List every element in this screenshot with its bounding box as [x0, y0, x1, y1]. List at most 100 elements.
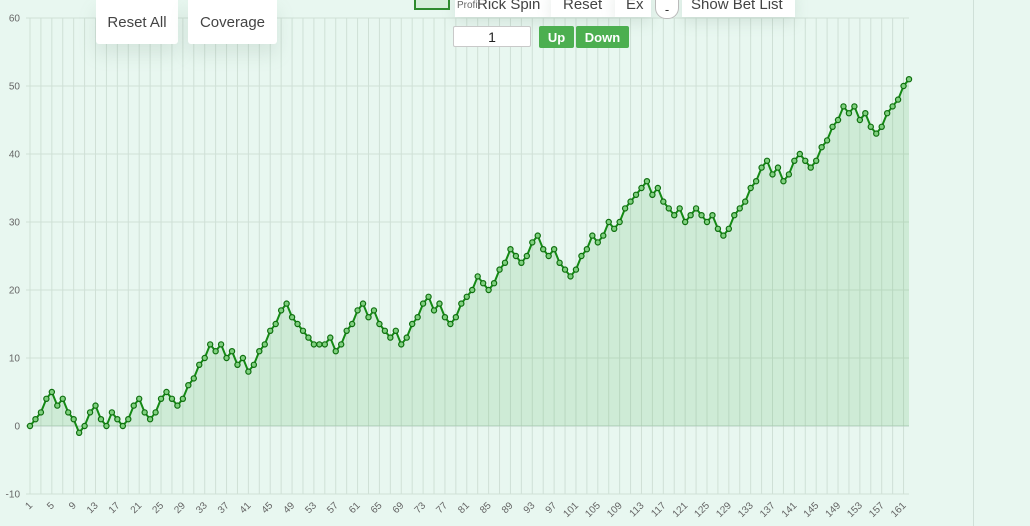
data-point [474, 273, 481, 280]
data-point [518, 259, 525, 266]
x-tick-label: 85 [478, 500, 494, 516]
y-axis: -10 0 10 20 30 40 50 60 [6, 14, 21, 501]
data-point [337, 341, 345, 348]
data-point [687, 211, 694, 219]
data-point [157, 395, 165, 402]
reset-all-button[interactable]: Reset All [96, 0, 178, 44]
data-point [747, 184, 754, 192]
data-point [621, 205, 629, 212]
data-point [256, 348, 263, 355]
y-tick-label: 0 [14, 422, 20, 433]
data-point [267, 327, 274, 334]
data-point [676, 205, 683, 212]
data-point [272, 320, 279, 328]
data-point [862, 109, 869, 117]
data-point [436, 300, 443, 307]
data-point [398, 341, 405, 348]
data-point [851, 103, 858, 110]
data-point [108, 409, 116, 416]
x-tick-label: 65 [369, 500, 385, 516]
coverage-button[interactable]: Coverage [188, 0, 277, 44]
data-point [578, 252, 585, 260]
data-point [348, 320, 356, 328]
down-button[interactable]: Down [576, 26, 629, 48]
step-value-input[interactable] [453, 26, 531, 47]
data-point [43, 395, 50, 402]
data-point [900, 82, 907, 90]
data-point [92, 402, 99, 409]
x-tick-label: 25 [151, 500, 167, 516]
x-tick-label: 5 [45, 500, 57, 512]
y-tick-label: 60 [9, 14, 21, 25]
data-point [523, 252, 531, 260]
rick-spin-button[interactable]: Rick Spin [455, 0, 551, 17]
x-tick-label: 49 [282, 500, 298, 516]
data-point [196, 361, 203, 368]
data-point [632, 191, 640, 198]
x-tick-label: 69 [391, 500, 407, 516]
data-point [671, 211, 678, 219]
data-point [463, 293, 470, 300]
x-tick-label: 13 [85, 500, 101, 516]
data-point [419, 300, 427, 307]
data-point [75, 429, 83, 436]
minus-button[interactable]: - [655, 0, 679, 19]
reset-label: Reset [563, 0, 603, 13]
up-button[interactable]: Up [539, 26, 574, 48]
data-point [873, 130, 880, 137]
data-point [720, 232, 727, 239]
data-point [179, 395, 187, 402]
data-point [119, 422, 127, 430]
data-point [376, 320, 383, 328]
x-tick-label: 109 [605, 500, 625, 520]
data-point [190, 375, 197, 382]
data-point [223, 354, 230, 362]
data-point [856, 116, 864, 124]
show-bet-list-button[interactable]: Show Bet List [682, 0, 795, 17]
data-point [496, 266, 503, 273]
legend-swatch[interactable] [414, 0, 450, 10]
data-point [174, 402, 181, 409]
data-point [512, 252, 520, 260]
data-point [660, 198, 667, 205]
data-point [763, 157, 771, 164]
data-point [812, 157, 820, 164]
x-tick-label: 33 [194, 500, 210, 516]
x-axis: 1 5 9 13 17 21 25 29 33 37 41 45 49 53 57 61 65 69 73 77 81 8… [23, 500, 909, 520]
data-point [698, 211, 705, 219]
chart-area-layer [30, 79, 909, 433]
data-point [780, 177, 787, 185]
y-tick-label: 30 [9, 218, 21, 229]
data-point [59, 395, 66, 402]
y-tick-label: 40 [9, 150, 21, 161]
x-tick-label: 161 [889, 500, 909, 520]
show-bet-list-label: Show Bet List [691, 0, 783, 13]
x-tick-label: 117 [649, 500, 668, 519]
data-point [583, 245, 591, 253]
x-tick-label: 45 [260, 500, 276, 516]
reset-all-label: Reset All [107, 13, 167, 31]
chart-grid [26, 17, 909, 495]
data-point [277, 307, 285, 314]
data-point [758, 164, 765, 171]
x-tick-label: 29 [172, 500, 188, 516]
data-point [447, 320, 454, 328]
panel-divider [973, 0, 974, 526]
x-tick-label: 41 [238, 500, 254, 516]
data-point [616, 218, 623, 226]
x-tick-label: 101 [562, 500, 582, 520]
data-point [649, 191, 656, 198]
data-point [168, 395, 176, 402]
data-point [430, 307, 438, 314]
x-tick-label: 149 [824, 500, 844, 520]
x-tick-label: 133 [736, 500, 756, 520]
data-point [185, 382, 192, 389]
ex-button[interactable]: Ex [615, 0, 651, 17]
y-tick-label: 20 [9, 286, 21, 297]
reset-button[interactable]: Reset [551, 0, 615, 17]
ex-label: Ex [626, 0, 644, 13]
data-point [785, 171, 793, 178]
x-tick-label: 57 [325, 500, 341, 516]
data-point [589, 232, 596, 239]
data-point [802, 157, 809, 164]
